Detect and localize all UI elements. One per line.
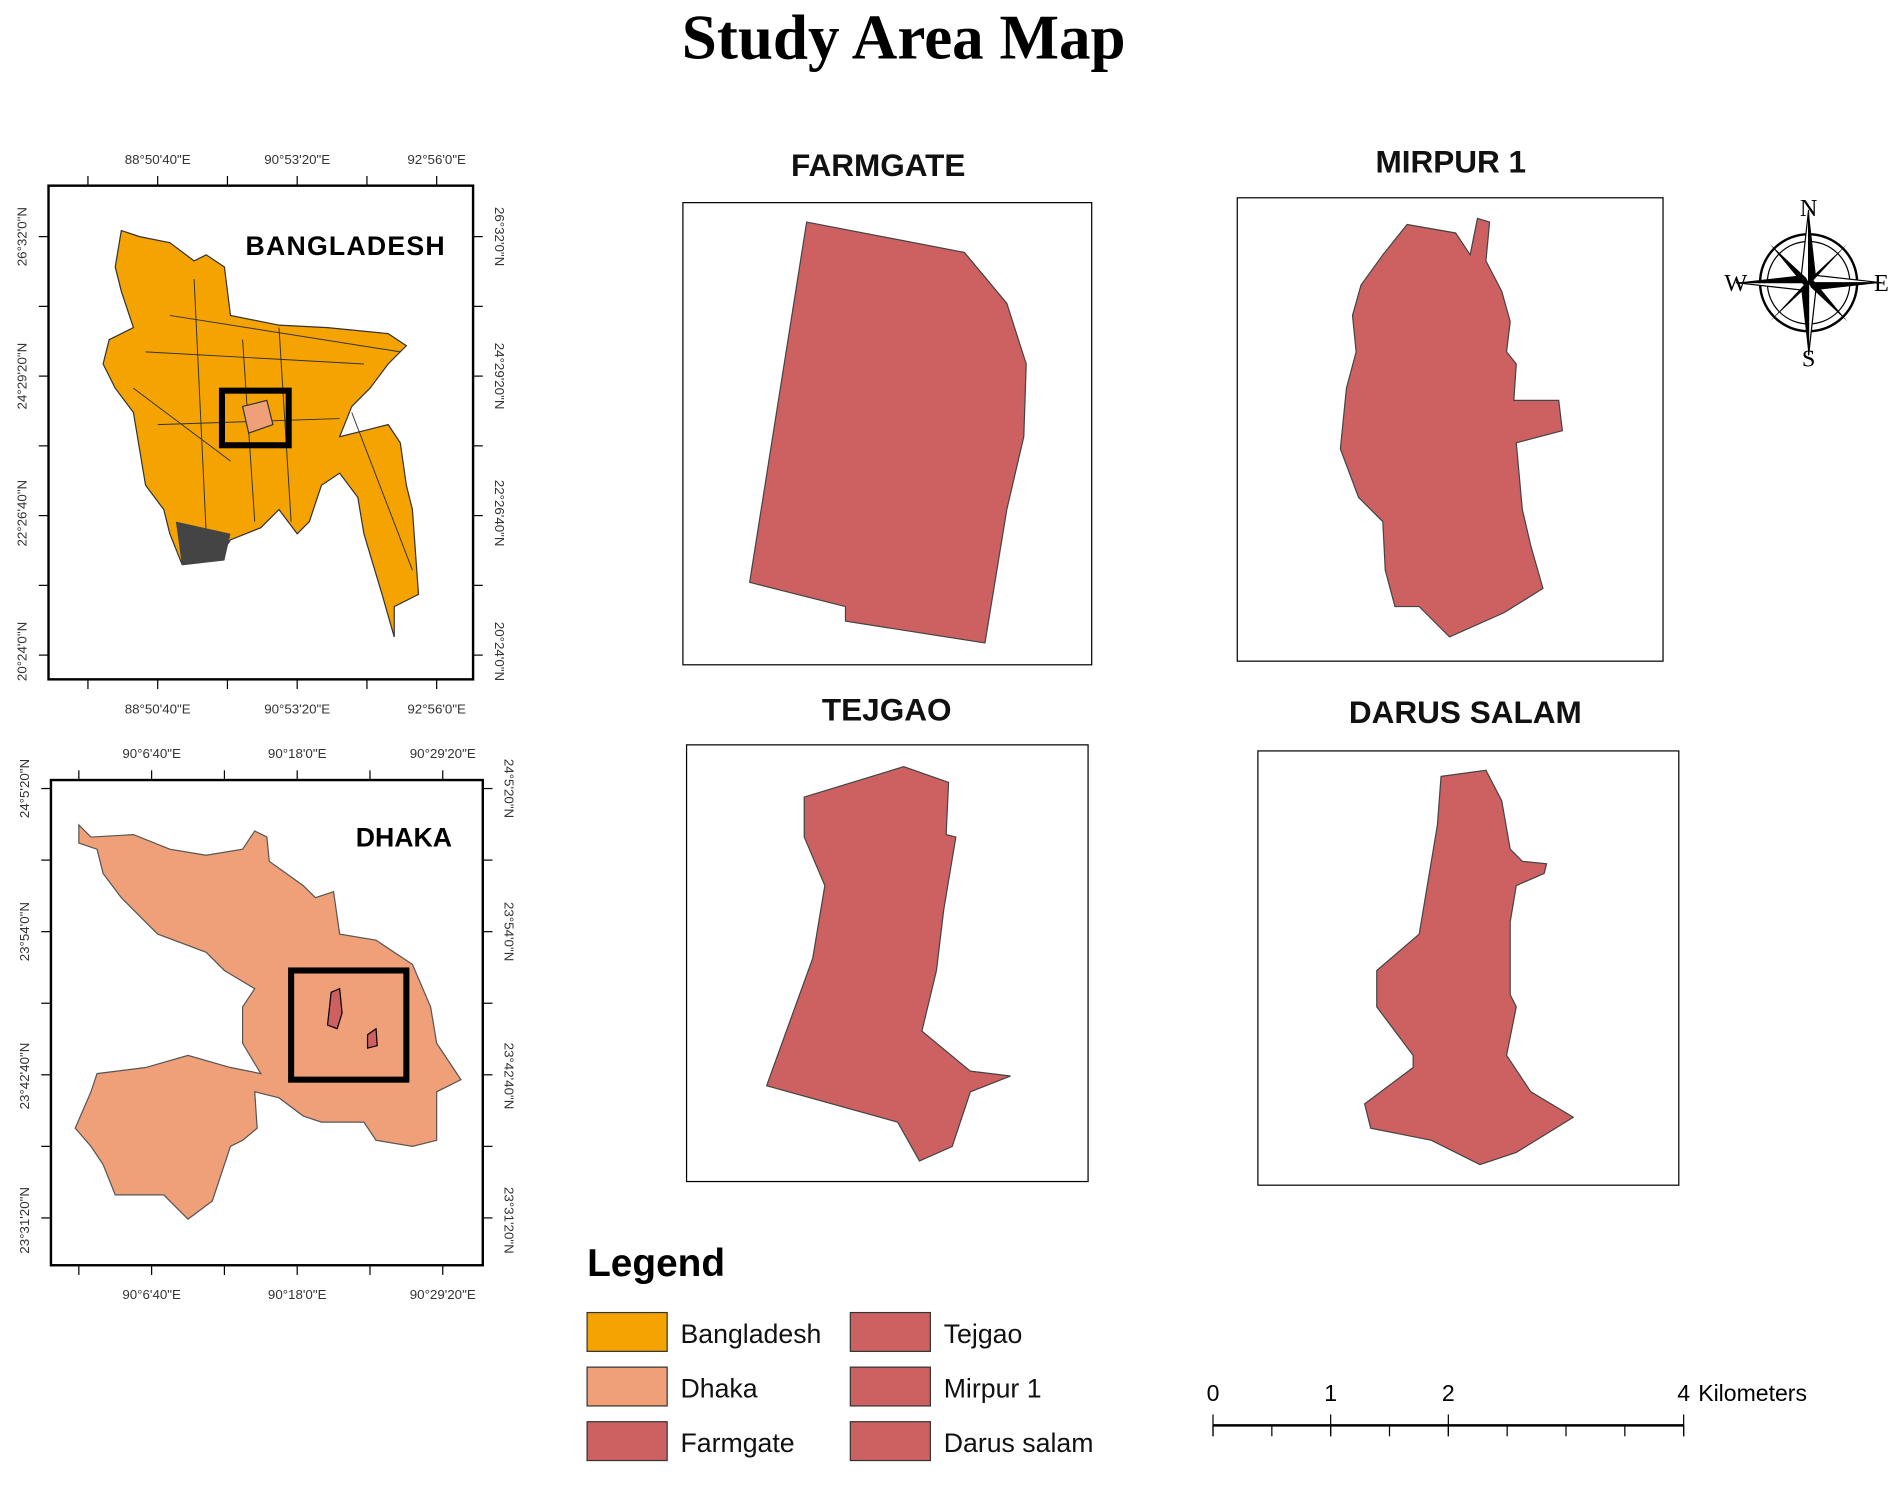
- lon-label: 90°18'0"E: [268, 1287, 327, 1302]
- lon-label: 90°53'20"E: [264, 152, 330, 167]
- lat-label: 20°24'0"N: [15, 622, 30, 681]
- lat-label: 23°42'40"N: [502, 1043, 517, 1110]
- locator-box: [288, 967, 410, 1083]
- darus-salam-shape: [1363, 769, 1575, 1166]
- lon-label: 90°6'40"E: [122, 1287, 181, 1302]
- area-title: MIRPUR 1: [1375, 143, 1526, 179]
- inset-label: DHAKA: [356, 823, 452, 853]
- legend-title: Legend: [587, 1242, 725, 1285]
- farmgate-shape: [748, 221, 1027, 644]
- lon-label: 92°56'0"E: [407, 152, 466, 167]
- study-site: [366, 1027, 378, 1049]
- lon-label: 90°18'0"E: [268, 746, 327, 761]
- legend-swatch: [849, 1311, 931, 1352]
- lon-label: 88°50'40"E: [125, 152, 191, 167]
- lat-label: 24°29'20"N: [15, 343, 30, 410]
- compass-s: S: [1802, 345, 1816, 372]
- lat-label: 23°31'20"N: [17, 1187, 32, 1254]
- lat-label: 26°32'0"N: [15, 207, 30, 266]
- legend: Bangladesh Dhaka Farmgate Tejgao Mirpur 1 Dar…: [586, 1311, 1094, 1462]
- legend-label: Farmgate: [680, 1428, 794, 1458]
- tejgao-shape: [765, 766, 1011, 1162]
- mirpur-shape: [1339, 217, 1564, 638]
- lat-label: 24°5'20"N: [17, 759, 32, 818]
- scale-label: 1: [1324, 1380, 1337, 1406]
- lat-label: 23°54'0"N: [502, 902, 517, 961]
- compass-w: W: [1724, 270, 1747, 297]
- legend-swatch: [849, 1421, 931, 1462]
- inset-label: BANGLADESH: [246, 231, 446, 261]
- legend-swatch: [849, 1366, 931, 1407]
- lon-label: 90°29'20"E: [410, 746, 476, 761]
- graticule-labels: 88°50'40"E 88°50'40"E 90°53'20"E 90°53'20"E…: [15, 152, 517, 1302]
- lat-label: 23°31'20"N: [502, 1187, 517, 1254]
- dhaka-shape: [74, 823, 462, 1220]
- map-title: Study Area Map: [682, 2, 1126, 72]
- lat-label: 23°54'0"N: [17, 902, 32, 961]
- legend-swatch: [586, 1366, 668, 1407]
- scale-bar: 0 1 2 4 Kilometers: [1207, 1380, 1807, 1437]
- dhaka-highlight: [241, 399, 274, 434]
- area-title: FARMGATE: [791, 147, 966, 183]
- lon-label: 88°50'40"E: [125, 701, 191, 716]
- legend-label: Mirpur 1: [944, 1373, 1042, 1403]
- lat-label: 24°29'20"N: [492, 343, 507, 410]
- compass-n: N: [1800, 195, 1818, 222]
- lat-label: 24°5'20"N: [502, 759, 517, 818]
- lat-label: 22°26'40"N: [492, 480, 507, 547]
- sundarbans: [175, 521, 231, 566]
- lat-label: 22°26'40"N: [15, 480, 30, 547]
- locator-box: [218, 387, 292, 449]
- area-title: DARUS SALAM: [1349, 694, 1582, 730]
- legend-label: Dhaka: [680, 1373, 757, 1403]
- lon-label: 92°56'0"E: [407, 701, 466, 716]
- compass-e: E: [1874, 270, 1889, 297]
- scale-label: 2: [1442, 1380, 1455, 1406]
- legend-swatch: [586, 1311, 668, 1352]
- legend-label: Tejgao: [944, 1319, 1023, 1349]
- north-arrow: [1735, 209, 1882, 356]
- scale-label: 0: [1207, 1380, 1220, 1406]
- legend-swatch: [586, 1421, 668, 1462]
- area-title: TEJGAO: [822, 692, 952, 728]
- lon-label: 90°6'40"E: [122, 746, 181, 761]
- study-site: [326, 987, 343, 1030]
- scale-unit: Kilometers: [1698, 1380, 1807, 1406]
- lat-label: 26°32'0"N: [492, 207, 507, 266]
- lat-label: 20°24'0"N: [492, 622, 507, 681]
- lat-label: 23°42'40"N: [17, 1043, 32, 1110]
- lon-label: 90°29'20"E: [410, 1287, 476, 1302]
- legend-label: Darus salam: [944, 1428, 1094, 1458]
- legend-label: Bangladesh: [680, 1319, 821, 1349]
- lon-label: 90°53'20"E: [264, 701, 330, 716]
- scale-label: 4: [1677, 1380, 1690, 1406]
